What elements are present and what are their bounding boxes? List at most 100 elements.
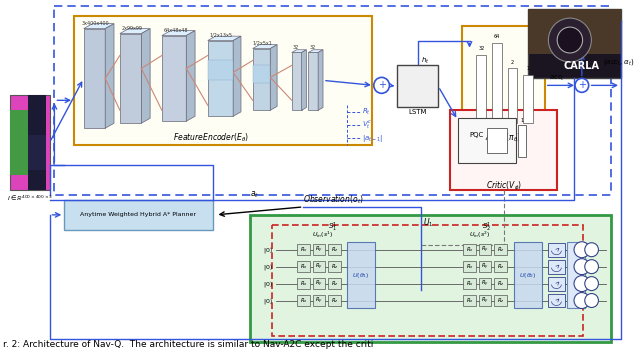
Text: $R_y$: $R_y$	[315, 245, 323, 255]
Text: $Critic(V_\phi)$: $Critic(V_\phi)$	[486, 179, 522, 192]
Text: $S_2^1$: $S_2^1$	[483, 221, 492, 234]
Text: LSTM: LSTM	[408, 109, 427, 115]
Bar	[463, 295, 476, 306]
Text: $R_y$: $R_y$	[315, 295, 323, 306]
Text: $(acc_t, \alpha_t)$: $(acc_t, \alpha_t)$	[604, 58, 635, 67]
Text: $\mathit{Observation}(o_t)$: $\mathit{Observation}(o_t)$	[303, 194, 364, 206]
Bar	[308, 53, 318, 110]
Circle shape	[574, 293, 589, 308]
Bar	[253, 65, 270, 83]
Text: $U(\theta_1)$: $U(\theta_1)$	[352, 271, 370, 280]
Bar	[495, 278, 507, 289]
Text: $R_t$: $R_t$	[362, 107, 371, 118]
Bar	[208, 40, 233, 116]
Bar	[208, 60, 233, 80]
Text: $R_x$: $R_x$	[465, 245, 474, 254]
Text: $R_x$: $R_x$	[465, 296, 474, 305]
Text: CARLA: CARLA	[564, 61, 600, 71]
Text: $U_1$: $U_1$	[423, 217, 434, 229]
Text: $R_y$: $R_y$	[481, 245, 489, 255]
Bar	[479, 295, 492, 306]
Polygon shape	[162, 31, 195, 36]
Text: $V_t^c$: $V_t^c$	[362, 119, 372, 131]
Polygon shape	[84, 24, 114, 29]
Polygon shape	[292, 50, 307, 53]
Bar	[492, 43, 502, 123]
Text: $R_x$: $R_x$	[300, 262, 307, 271]
Polygon shape	[318, 50, 323, 110]
Bar	[463, 278, 476, 289]
Text: $|0\rangle$: $|0\rangle$	[263, 245, 273, 255]
Text: $R_x$: $R_x$	[300, 245, 307, 254]
Bar	[487, 128, 507, 153]
Text: $R_x$: $R_x$	[300, 279, 307, 288]
Text: $|0\rangle$: $|0\rangle$	[263, 295, 273, 306]
Circle shape	[585, 294, 598, 307]
Text: $S_1^1$: $S_1^1$	[328, 221, 337, 234]
Text: $|0\rangle$: $|0\rangle$	[263, 262, 273, 272]
Text: $a_t$: $a_t$	[250, 190, 259, 200]
Text: 1: 1	[527, 66, 530, 71]
Text: $R_y$: $R_y$	[481, 295, 489, 306]
Bar	[463, 244, 476, 255]
Text: $Actor(\pi_\theta)$: $Actor(\pi_\theta)$	[484, 132, 521, 144]
Circle shape	[574, 275, 589, 291]
Bar	[518, 125, 526, 157]
Bar	[479, 278, 492, 289]
Bar	[528, 9, 621, 54]
Bar	[348, 242, 375, 308]
Bar	[120, 34, 141, 123]
Bar	[508, 69, 517, 123]
Polygon shape	[186, 31, 195, 121]
Text: $U_{in}(s^2)$: $U_{in}(s^2)$	[468, 230, 490, 240]
Text: $R_y$: $R_y$	[481, 278, 489, 289]
Text: +: +	[578, 80, 586, 91]
Text: $R_z$: $R_z$	[497, 296, 504, 305]
Circle shape	[574, 242, 589, 258]
Bar	[463, 261, 476, 272]
Circle shape	[374, 77, 389, 93]
Bar	[10, 95, 49, 190]
Text: $|0\rangle$: $|0\rangle$	[263, 279, 273, 289]
Bar	[515, 242, 542, 308]
Text: $R_z$: $R_z$	[497, 262, 504, 271]
Circle shape	[557, 27, 582, 53]
Bar	[397, 65, 438, 107]
Text: $R_x$: $R_x$	[465, 279, 474, 288]
Text: 1/2x13x5: 1/2x13x5	[210, 32, 233, 37]
Bar	[64, 200, 212, 230]
Bar	[292, 53, 301, 110]
Text: $R_z$: $R_z$	[331, 279, 339, 288]
Circle shape	[548, 18, 591, 62]
Bar	[10, 110, 28, 175]
Text: 64: 64	[493, 34, 500, 39]
Text: $|a_{t-1}|$: $|a_{t-1}|$	[362, 133, 383, 144]
Text: $R_x$: $R_x$	[300, 296, 307, 305]
Bar	[495, 261, 507, 272]
Bar	[162, 36, 186, 121]
Text: $\mathit{FeatureEncoder}(E_\theta)$: $\mathit{FeatureEncoder}(E_\theta)$	[173, 132, 249, 144]
Polygon shape	[105, 24, 114, 128]
Text: $U(\theta_2)$: $U(\theta_2)$	[519, 271, 537, 280]
Bar	[458, 118, 516, 163]
Text: $I \in \mathbb{R}^{400\times 400\times 3}$: $I \in \mathbb{R}^{400\times 400\times 3…	[7, 193, 53, 202]
Text: $R_x$: $R_x$	[465, 262, 474, 271]
Text: $R_y$: $R_y$	[481, 262, 489, 272]
Bar	[28, 95, 45, 190]
Bar	[328, 244, 341, 255]
Bar	[479, 244, 492, 255]
Bar	[528, 9, 621, 78]
Bar	[74, 16, 372, 145]
Bar	[297, 295, 310, 306]
Bar	[313, 244, 326, 255]
Bar	[479, 261, 492, 272]
Text: 64x48x48: 64x48x48	[163, 28, 188, 33]
Text: 32: 32	[292, 45, 299, 50]
Text: $R_z$: $R_z$	[331, 296, 339, 305]
Polygon shape	[301, 50, 307, 110]
Polygon shape	[253, 45, 277, 49]
Text: 32: 32	[478, 46, 484, 51]
Bar	[328, 261, 341, 272]
Bar	[28, 135, 45, 170]
Bar	[313, 278, 326, 289]
